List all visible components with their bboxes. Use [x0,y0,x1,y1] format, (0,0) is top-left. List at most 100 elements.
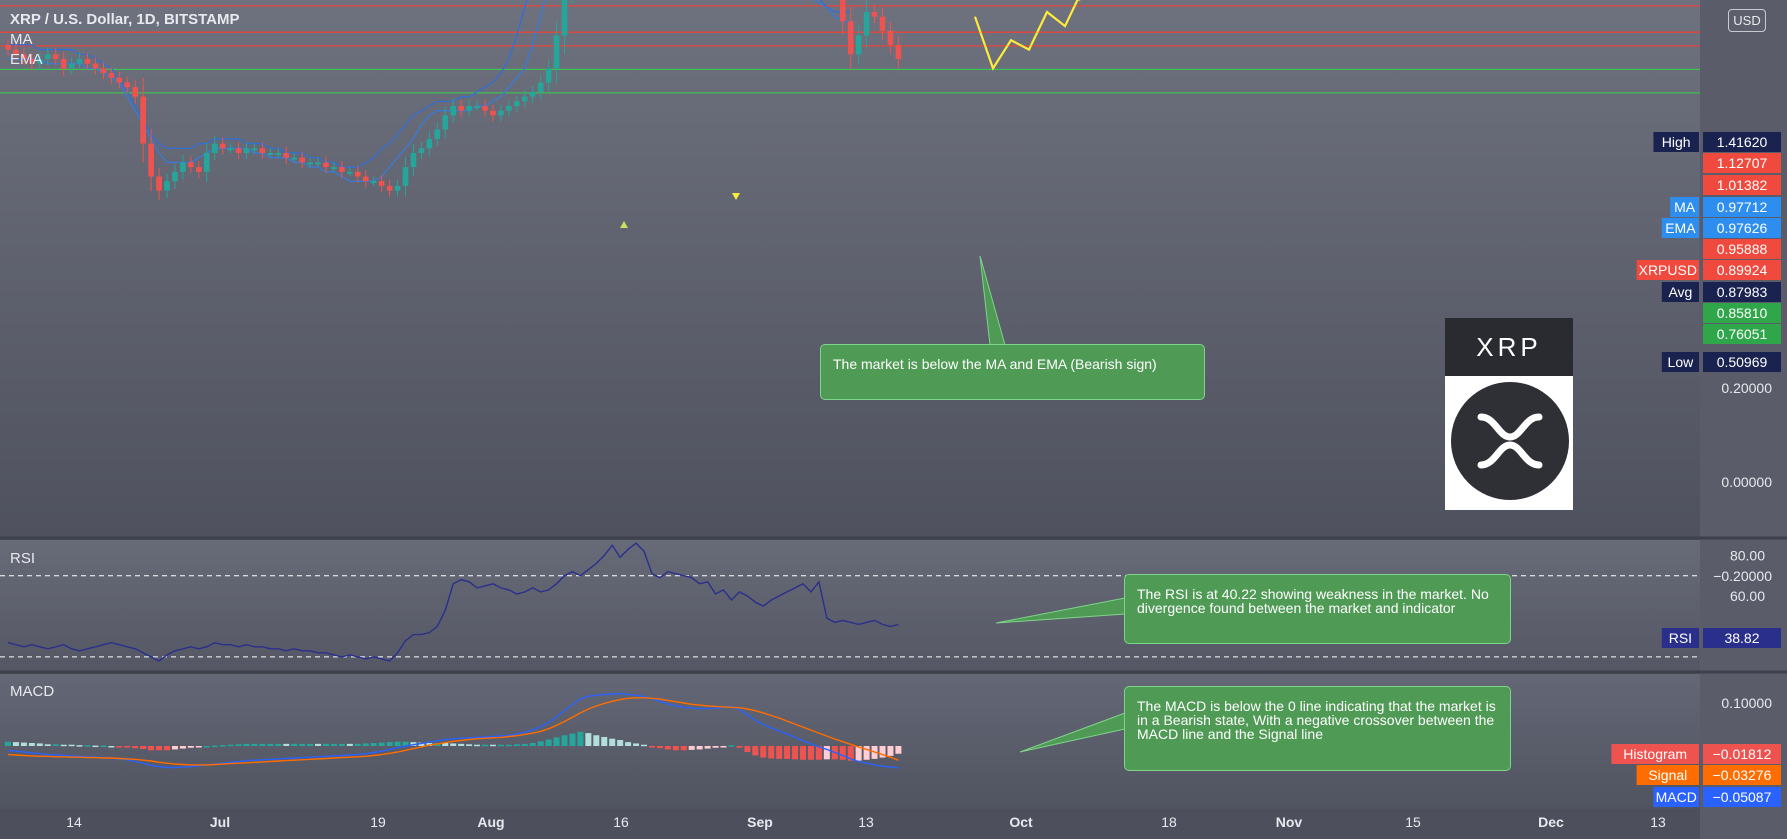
candle[interactable] [92,63,99,69]
marker-up[interactable] [620,221,628,228]
histogram-label-value-box[interactable] [1703,744,1781,764]
candle[interactable] [474,106,480,108]
macd-histogram-bar[interactable] [768,746,775,759]
marker-down[interactable] [732,193,740,200]
macd-histogram-bar[interactable] [132,746,139,749]
price-label-value-box[interactable] [1703,153,1781,173]
ma-line[interactable] [8,0,851,182]
candle[interactable] [180,162,186,172]
candle[interactable] [394,185,401,191]
signal-label-name-box[interactable] [1636,765,1699,785]
candle[interactable] [498,110,504,116]
macd-histogram-bar[interactable] [792,746,799,760]
macd-legend[interactable]: MACD [10,683,55,700]
candle[interactable] [362,176,369,182]
legend-ema[interactable]: EMA [10,51,43,68]
candle[interactable] [370,181,377,184]
macd-histogram-bar[interactable] [847,746,854,761]
macd-histogram-bar[interactable] [784,746,791,759]
candle[interactable] [347,171,353,174]
candle[interactable] [537,82,544,92]
macd-histogram-bar[interactable] [259,743,266,746]
candle[interactable] [434,129,441,139]
macd-histogram-bar[interactable] [648,746,655,748]
macd-histogram-bar[interactable] [450,743,457,746]
candle[interactable] [267,153,274,155]
macd-histogram-bar[interactable] [696,746,703,750]
macd-histogram-bar[interactable] [561,735,568,746]
macd-histogram-bar[interactable] [482,744,488,747]
macd-histogram-bar[interactable] [323,743,329,746]
candle[interactable] [13,49,19,55]
macd-histogram-bar[interactable] [513,744,520,746]
macd-histogram-bar[interactable] [283,743,290,746]
candle[interactable] [545,68,552,83]
macd-histogram-bar[interactable] [664,746,671,750]
rsi-label-value-box[interactable] [1703,628,1781,648]
macd-histogram-bar[interactable] [338,743,345,746]
candle[interactable] [839,0,846,22]
macd-histogram-bar[interactable] [887,746,894,756]
macd-histogram-bar[interactable] [195,746,202,748]
candle[interactable] [235,148,242,153]
candle[interactable] [37,59,43,64]
macd-histogram-bar[interactable] [164,746,170,751]
macd-histogram-bar[interactable] [100,745,107,748]
signal-line[interactable] [7,697,899,766]
price-label-name-box[interactable] [1653,132,1699,152]
macd-histogram-bar[interactable] [315,743,322,746]
candle[interactable] [100,68,107,74]
candle[interactable] [450,106,456,116]
price-label-name-box[interactable] [1661,352,1699,372]
macd-histogram-bar[interactable] [800,746,806,760]
candle[interactable] [188,162,194,168]
macd-histogram-bar[interactable] [744,746,751,753]
macd-histogram-bar[interactable] [529,742,536,746]
macd-line[interactable] [7,692,899,769]
candle[interactable] [227,148,234,151]
candle[interactable] [879,16,886,31]
candle[interactable] [124,82,131,88]
macd-histogram-bar[interactable] [553,737,560,746]
macd-histogram-bar[interactable] [823,746,830,760]
macd-histogram-bar[interactable] [12,742,19,746]
macd-histogram-bar[interactable] [545,739,552,746]
candle[interactable] [378,181,385,186]
macd-histogram-bar[interactable] [688,746,695,750]
macd-histogram-bar[interactable] [418,742,425,746]
macd-value-label-name-box[interactable] [1653,787,1699,807]
macd-histogram-bar[interactable] [807,746,814,760]
macd-histogram-bar[interactable] [855,746,862,761]
macd-histogram-bar[interactable] [569,733,576,746]
macd-histogram-bar[interactable] [76,745,83,747]
candle[interactable] [84,59,91,64]
candle[interactable] [44,54,51,59]
candle[interactable] [148,143,154,177]
macd-histogram-bar[interactable] [879,746,886,758]
macd-histogram-bar[interactable] [171,746,178,750]
price-label-name-box[interactable] [1670,197,1699,217]
macd-histogram-bar[interactable] [36,743,43,746]
macd-histogram-bar[interactable] [839,746,846,760]
macd-histogram-bar[interactable] [267,743,274,746]
macd-histogram-bar[interactable] [203,746,210,748]
macd-histogram-bar[interactable] [593,735,600,746]
price-label-value-box[interactable] [1703,282,1781,302]
macd-histogram-bar[interactable] [609,738,616,746]
candle[interactable] [410,153,417,168]
candle[interactable] [887,30,894,45]
macd-histogram-bar[interactable] [148,746,155,751]
macd-histogram-bar[interactable] [211,745,218,748]
rsi-legend[interactable]: RSI [10,550,36,567]
macd-histogram-bar[interactable] [497,744,504,747]
candle[interactable] [323,162,329,168]
candle[interactable] [855,35,862,55]
candle[interactable] [21,54,27,59]
macd-histogram-bar[interactable] [92,745,99,748]
macd-histogram-bar[interactable] [712,746,719,748]
macd-histogram-bar[interactable] [394,741,401,746]
price-label-name-box[interactable] [1636,260,1699,280]
macd-histogram-bar[interactable] [362,743,369,746]
price-label-value-box[interactable] [1703,239,1781,259]
candle[interactable] [259,148,266,153]
